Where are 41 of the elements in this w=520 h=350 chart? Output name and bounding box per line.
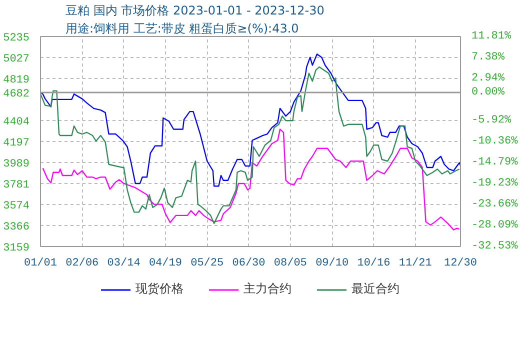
y2-tick-label: 11.81% xyxy=(472,30,512,42)
y2-tick-label: 2.94% xyxy=(472,72,505,85)
x-tick-label: 02/06 xyxy=(66,258,99,270)
y2-tick-label: -32.53% xyxy=(472,240,518,252)
y2-tick-label: -14.79% xyxy=(472,156,518,168)
y-tick-label: 5027 xyxy=(3,54,30,66)
x-tick-label: 01/01 xyxy=(24,258,58,270)
x-tick-label: 04/19 xyxy=(148,258,182,270)
chart-subtitle: 用途:饲料用 工艺:带皮 粗蛋白质≥(%):43.0 xyxy=(66,22,299,36)
x-tick-label: 05/25 xyxy=(190,258,224,270)
y2-tick-label: -10.36% xyxy=(472,136,518,148)
y-tick-label: 3781 xyxy=(3,180,30,192)
y-tick-label: 4197 xyxy=(3,138,30,150)
y-tick-label: 4819 xyxy=(3,74,30,87)
y2-tick-label: -28.09% xyxy=(472,219,518,232)
y-tick-label: 5235 xyxy=(3,32,30,44)
x-tick-label: 11/21 xyxy=(398,258,432,270)
line-series xyxy=(40,66,460,224)
y2-tick-label: 7.38% xyxy=(472,51,505,64)
line-series xyxy=(42,128,460,230)
x-tick-label: 09/10 xyxy=(316,258,349,270)
legend-label: 主力合约 xyxy=(244,280,292,298)
chart-title: 豆粕 国内 市场价格 2023-01-01 - 2023-12-30 xyxy=(66,4,324,18)
legend-label: 最近合约 xyxy=(352,280,400,298)
y-tick-label: 4682 xyxy=(3,88,30,100)
x-tick-label: 12/30 xyxy=(444,258,478,270)
y-tick-label: 3366 xyxy=(3,222,30,234)
y2-tick-label: 0.00% xyxy=(472,86,505,98)
y2-tick-label: -23.66% xyxy=(472,198,518,210)
line-series xyxy=(40,54,460,187)
x-tick-label: 10/16 xyxy=(357,258,390,270)
y2-tick-label: -19.23% xyxy=(472,178,518,190)
y-tick-label: 3574 xyxy=(3,200,30,213)
y-tick-label: 4404 xyxy=(3,116,30,129)
x-tick-label: 08/05 xyxy=(274,258,307,270)
x-tick-label: 03/14 xyxy=(107,258,141,270)
y-tick-label: 3989 xyxy=(3,158,30,171)
y2-tick-label: -5.92% xyxy=(472,114,512,126)
y-tick-label: 3159 xyxy=(3,242,30,254)
legend-label: 现货价格 xyxy=(136,280,184,298)
x-tick-label: 06/30 xyxy=(232,258,266,270)
